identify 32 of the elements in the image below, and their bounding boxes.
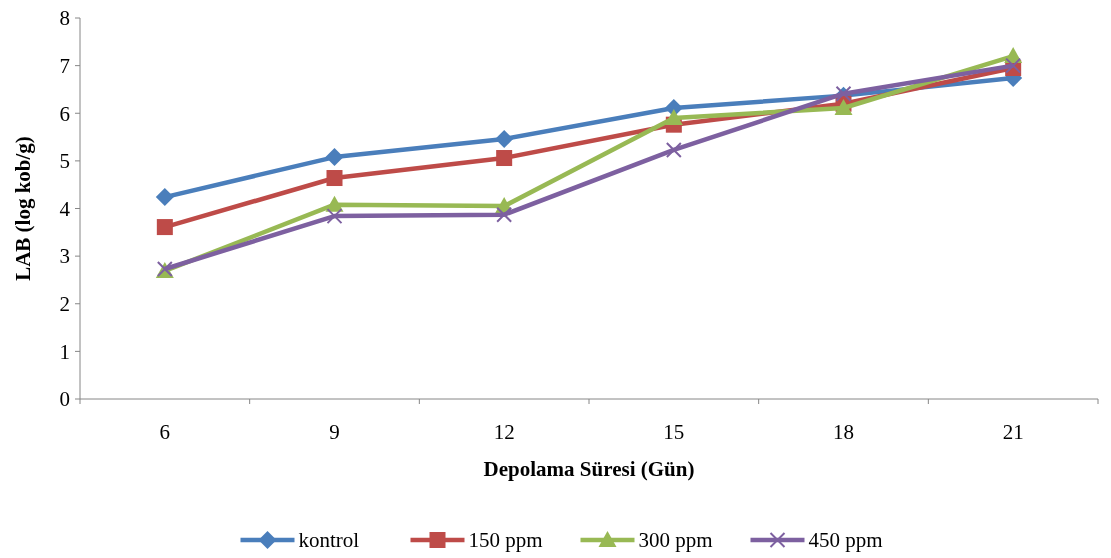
point: [496, 150, 513, 167]
x-axis-title: Depolama Süresi (Gün): [483, 457, 695, 481]
x-tick-label: 6: [159, 420, 171, 444]
y-tick-label: 8: [59, 6, 70, 31]
y-axis-title: LAB (log kob/g): [11, 136, 35, 281]
legend-label: 450 ppm: [808, 528, 883, 553]
legend-label: 150 ppm: [468, 528, 543, 553]
x-tick-label: 15: [663, 420, 685, 444]
x-tick-label: 21: [1002, 420, 1024, 444]
point: [664, 109, 683, 126]
x-tick-label: 9: [329, 420, 340, 444]
point: [496, 206, 513, 223]
point: [155, 188, 174, 207]
point: [326, 208, 343, 225]
point: [495, 129, 514, 148]
y-tick-label: 3: [59, 244, 70, 269]
y-tick-label: 4: [59, 196, 71, 221]
legend-label: 300 ppm: [638, 528, 713, 553]
x-tick-label: 12: [493, 420, 515, 444]
x-tick-label: 18: [833, 420, 854, 444]
legend-label: kontrol: [298, 528, 360, 553]
point: [834, 99, 853, 116]
y-tick-label: 5: [59, 149, 70, 174]
point: [325, 148, 344, 167]
y-tick-label: 6: [59, 101, 70, 126]
point: [326, 170, 343, 187]
y-tick-label: 2: [59, 292, 70, 317]
y-tick-label: 0: [59, 387, 70, 412]
point: [665, 141, 682, 158]
point: [156, 219, 173, 236]
y-tick-label: 1: [59, 339, 70, 364]
y-tick-label: 7: [59, 53, 70, 78]
